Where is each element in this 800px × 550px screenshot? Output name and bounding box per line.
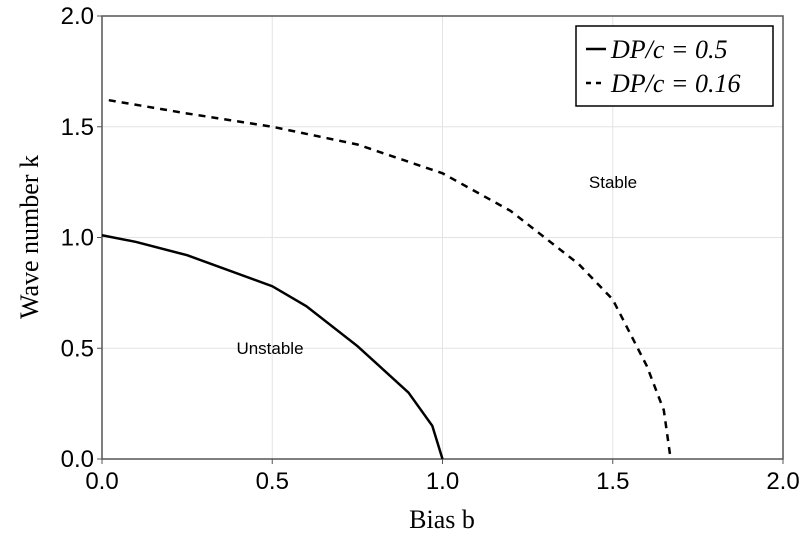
legend-box [575,25,774,107]
x-tick-label: 0.0 [85,468,118,495]
x-tick-label: 0.5 [256,468,289,495]
legend-label: DP/c = 0.5 [610,35,727,64]
legend-label: DP/c = 0.16 [610,69,740,98]
y-tick-label: 0.0 [61,446,94,473]
y-tick-label: 0.5 [61,335,94,362]
y-tick-label: 1.0 [61,225,94,252]
annotation: Stable [589,173,637,192]
x-axis-label: Bias b [409,505,475,534]
line [101,234,444,460]
x-tick-label: 2.0 [766,468,799,495]
x-tick-label: 1.0 [426,468,459,495]
y-axis-label: Wave number k [15,155,44,319]
y-tick-label: 2.0 [61,3,94,30]
x-tick-label: 1.5 [596,468,629,495]
annotation: Unstable [236,339,303,358]
line [108,98,672,460]
y-tick-label: 1.5 [61,114,94,141]
